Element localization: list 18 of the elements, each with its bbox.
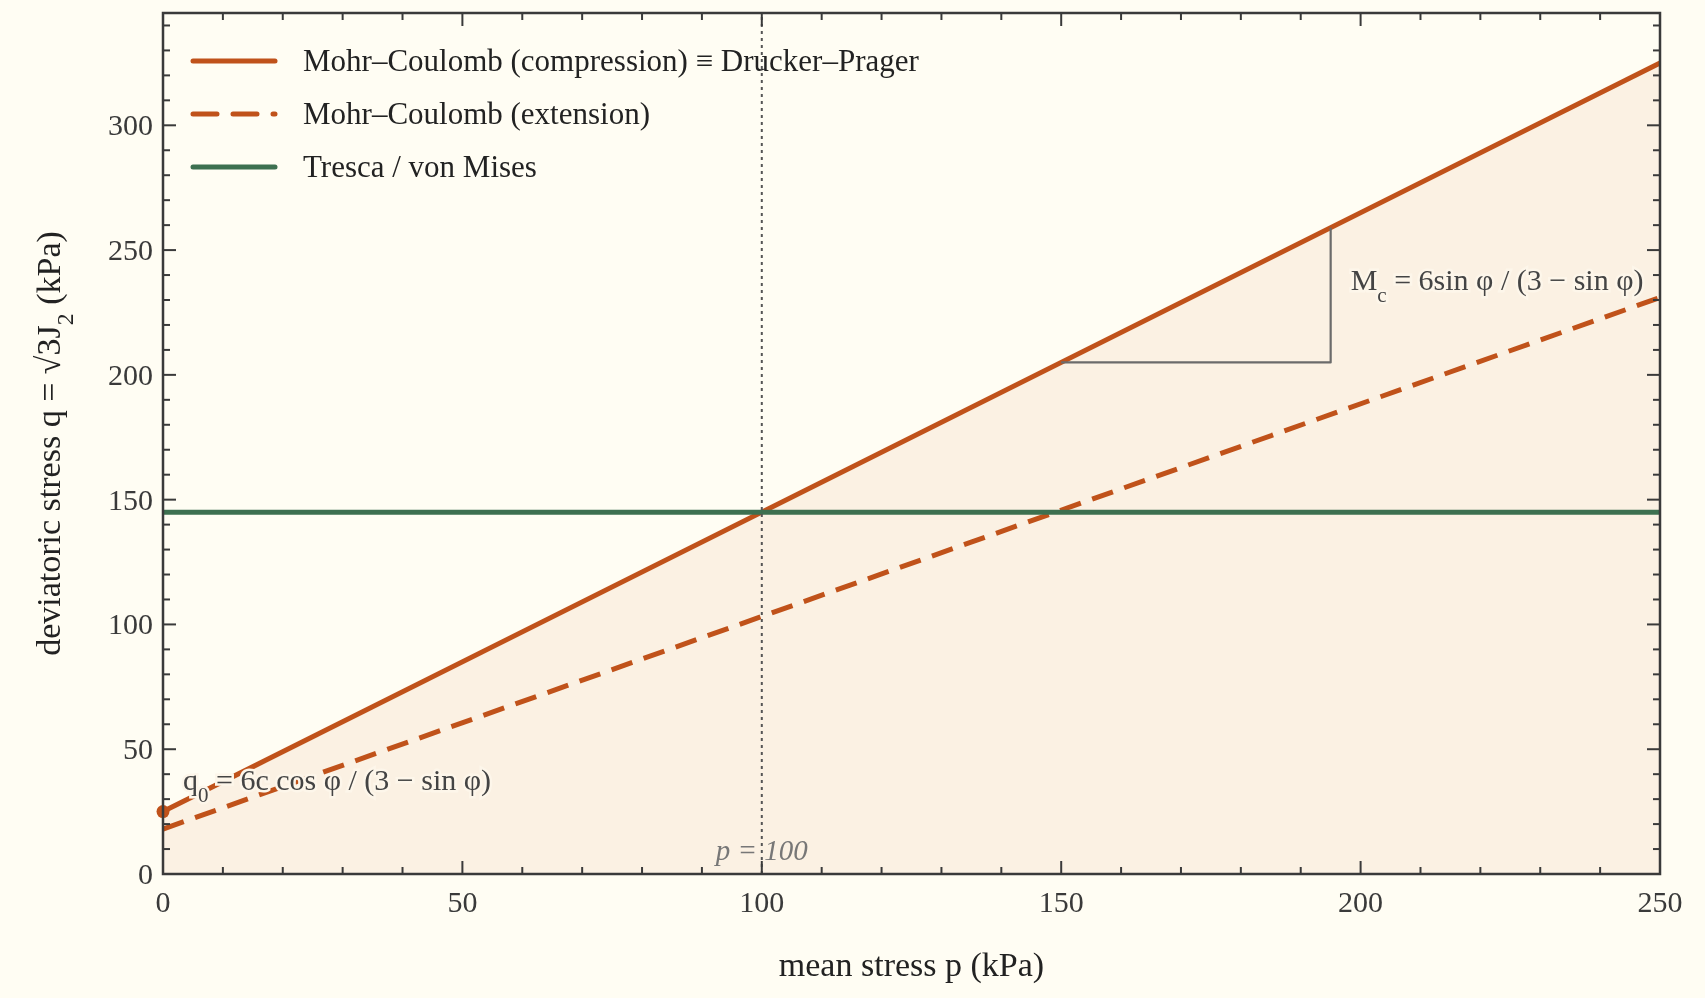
y-tick-label: 300 — [108, 108, 153, 142]
x-tick-label: 200 — [1338, 885, 1384, 918]
x-tick-label: 250 — [1637, 885, 1683, 918]
ref-line-label: p = 100 — [713, 834, 809, 866]
legend-label: Mohr–Coulomb (extension) — [303, 96, 650, 131]
x-tick-label: 50 — [447, 885, 478, 918]
legend-label: Tresca / von Mises — [303, 149, 537, 184]
y-tick-label: 50 — [123, 732, 153, 766]
x-tick-label: 100 — [739, 885, 785, 918]
y-tick-label: 150 — [108, 482, 153, 516]
legend-label: Mohr–Coulomb (compression) ≡ Drucker–Prager — [303, 43, 920, 78]
y-tick-label: 200 — [108, 357, 153, 391]
annotation: M$_{c}$ = 6sin φ / (3 − sin φ) — [1350, 262, 1644, 307]
y-tick-label: 250 — [108, 233, 153, 267]
y-tick-label: 100 — [108, 607, 153, 641]
x-tick-label: 150 — [1038, 885, 1084, 918]
y-tick-label: 0 — [138, 857, 153, 890]
x-axis-title: mean stress p (kPa) — [778, 946, 1045, 984]
